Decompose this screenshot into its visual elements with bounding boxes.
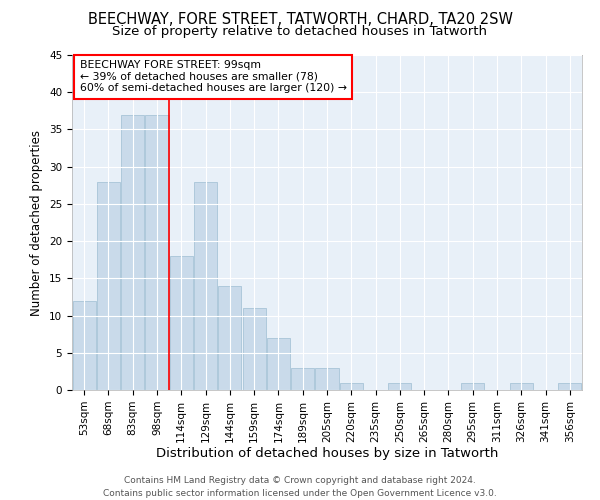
Bar: [461, 382, 484, 390]
Bar: [97, 182, 120, 390]
Text: Contains HM Land Registry data © Crown copyright and database right 2024.
Contai: Contains HM Land Registry data © Crown c…: [103, 476, 497, 498]
Bar: [194, 182, 217, 390]
Bar: [145, 114, 169, 390]
Bar: [267, 338, 290, 390]
Bar: [218, 286, 241, 390]
Bar: [388, 382, 412, 390]
Bar: [340, 382, 363, 390]
Bar: [291, 368, 314, 390]
Bar: [316, 368, 338, 390]
Bar: [510, 382, 533, 390]
X-axis label: Distribution of detached houses by size in Tatworth: Distribution of detached houses by size …: [156, 448, 498, 460]
Bar: [170, 256, 193, 390]
Bar: [559, 382, 581, 390]
Text: BEECHWAY, FORE STREET, TATWORTH, CHARD, TA20 2SW: BEECHWAY, FORE STREET, TATWORTH, CHARD, …: [88, 12, 512, 28]
Bar: [121, 114, 144, 390]
Bar: [73, 300, 95, 390]
Text: BEECHWAY FORE STREET: 99sqm
← 39% of detached houses are smaller (78)
60% of sem: BEECHWAY FORE STREET: 99sqm ← 39% of det…: [80, 60, 347, 93]
Y-axis label: Number of detached properties: Number of detached properties: [31, 130, 43, 316]
Bar: [242, 308, 266, 390]
Text: Size of property relative to detached houses in Tatworth: Size of property relative to detached ho…: [113, 25, 487, 38]
